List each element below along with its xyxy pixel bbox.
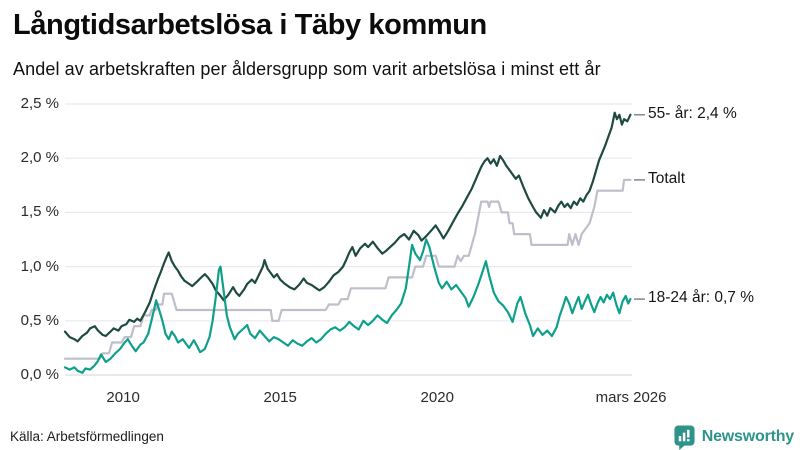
y-tick-label-2-0: 2,0 % xyxy=(20,149,59,167)
page-subtitle: Andel av arbetskraften per åldersgrupp s… xyxy=(13,59,601,79)
series-label-totalt: Totalt xyxy=(648,169,686,187)
series-line-totalt xyxy=(63,178,632,360)
series-label-18-24-ar: 18-24 år: 0,7 % xyxy=(648,289,754,307)
page-title: Långtidsarbetslösa i Täby kommun xyxy=(13,9,487,41)
newsworthy-brand: Newsworthy xyxy=(673,424,794,450)
newsworthy-logo-icon xyxy=(674,425,695,450)
x-tick-label-2020: 2020 xyxy=(420,389,454,406)
x-tick-label-2010: 2010 xyxy=(106,389,140,406)
series-line-55-år xyxy=(63,111,632,343)
series-label-55-ar: 55- år: 2,4 % xyxy=(648,104,737,122)
y-tick-label-1-0: 1,0 % xyxy=(20,257,59,275)
x-tick-label-2015: 2015 xyxy=(263,389,297,406)
series-line-18-24-år xyxy=(63,238,632,374)
newsworthy-brand-name: Newsworthy xyxy=(701,428,794,445)
y-tick-label-2-5: 2,5 % xyxy=(20,95,59,112)
y-tick-label-1-5: 1,5 % xyxy=(20,203,59,221)
y-tick-label-0-5: 0,5 % xyxy=(20,311,59,329)
source-label: Källa: Arbetsförmedlingen xyxy=(10,429,164,444)
x-tick-label-mars-2026: mars 2026 xyxy=(595,389,667,406)
y-tick-label-0-0: 0,0 % xyxy=(20,366,59,383)
